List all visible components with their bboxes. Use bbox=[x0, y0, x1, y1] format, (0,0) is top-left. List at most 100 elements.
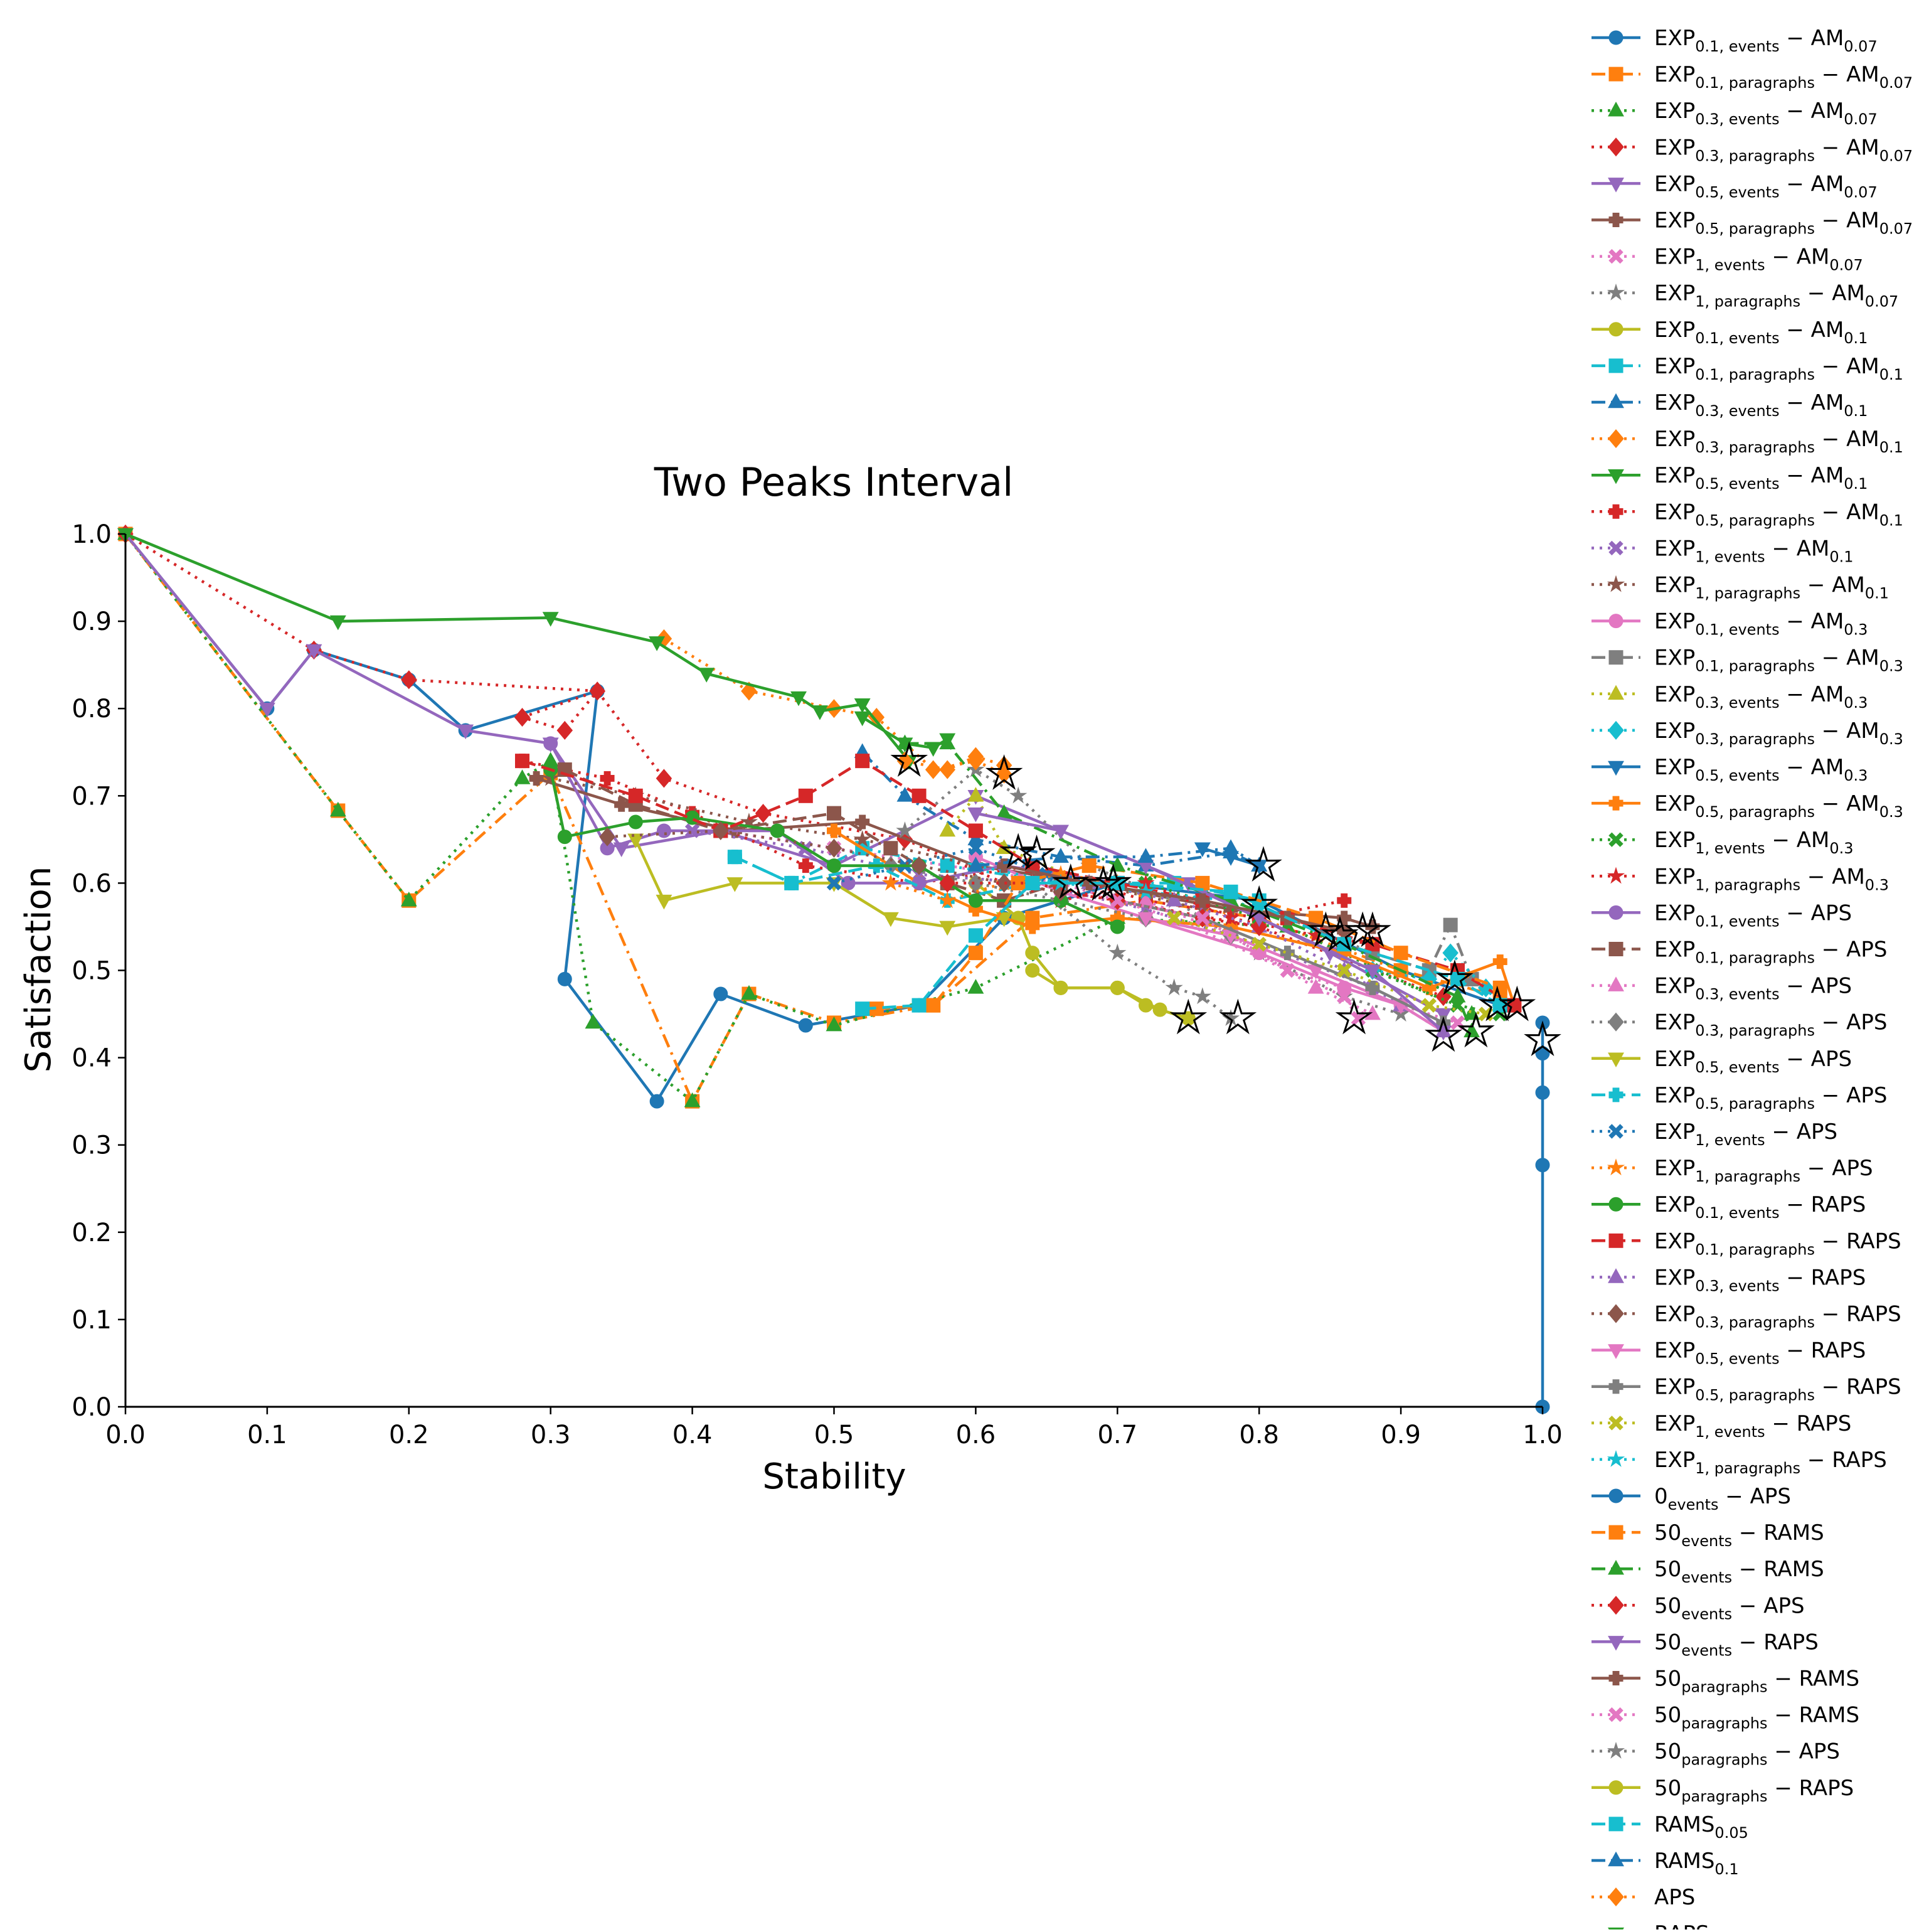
data-point bbox=[827, 806, 841, 821]
data-point bbox=[1280, 946, 1295, 961]
legend-entry: EXP0.5, events − RAPS bbox=[1592, 1338, 1866, 1368]
data-point bbox=[329, 615, 346, 631]
data-point bbox=[1025, 963, 1040, 978]
data-point bbox=[1166, 910, 1182, 926]
legend-entry: EXP0.5, paragraphs − AM0.07 bbox=[1592, 208, 1913, 238]
data-point bbox=[713, 986, 728, 1001]
legend-marker bbox=[1608, 905, 1623, 920]
data-point bbox=[1393, 946, 1408, 961]
data-point bbox=[329, 801, 346, 817]
data-point bbox=[968, 928, 983, 943]
data-point bbox=[1464, 1022, 1480, 1038]
data-point bbox=[926, 998, 941, 1013]
legend-marker bbox=[1608, 1233, 1623, 1248]
legend-entry: RAPS bbox=[1592, 1921, 1709, 1932]
series-50 bbox=[967, 839, 1268, 872]
data-point bbox=[1195, 910, 1210, 926]
legend-entry: EXP0.3, events − AM0.07 bbox=[1592, 99, 1878, 128]
legend-entry: 50paragraphs − APS bbox=[1592, 1739, 1840, 1769]
legend-marker bbox=[1608, 1379, 1623, 1394]
data-point bbox=[939, 760, 955, 779]
y-tick-label: 0.4 bbox=[72, 1044, 112, 1073]
series-2 bbox=[117, 525, 1480, 1107]
data-point bbox=[853, 830, 871, 847]
series-line bbox=[905, 742, 1474, 1032]
data-point bbox=[1110, 893, 1125, 908]
legend-entry: EXP0.3, paragraphs − AM0.3 bbox=[1592, 718, 1903, 748]
data-point bbox=[627, 833, 644, 849]
legend-label: EXP0.3, paragraphs − APS bbox=[1654, 1010, 1887, 1040]
legend-entry: 0events − APS bbox=[1592, 1484, 1791, 1513]
legend-marker bbox=[1607, 1158, 1625, 1176]
data-point bbox=[911, 856, 927, 875]
legend-entry: EXP0.5, events − AM0.1 bbox=[1592, 463, 1868, 493]
legend-entry: EXP0.1, events − AM0.3 bbox=[1592, 609, 1868, 639]
legend-marker bbox=[1608, 1817, 1623, 1832]
legend-marker bbox=[1608, 67, 1623, 82]
data-point bbox=[854, 711, 871, 727]
legend-label: EXP0.3, paragraphs − AM0.07 bbox=[1654, 135, 1913, 164]
legend-marker bbox=[1608, 942, 1623, 956]
legend-entry: EXP0.1, paragraphs − RAPS bbox=[1592, 1229, 1901, 1258]
data-point bbox=[925, 760, 942, 779]
legend-marker bbox=[1608, 720, 1624, 740]
series-line bbox=[549, 742, 1118, 885]
legend-entry: EXP0.3, paragraphs − AM0.1 bbox=[1592, 427, 1903, 456]
legend-marker bbox=[1608, 1851, 1624, 1867]
series-38 bbox=[1166, 910, 1494, 1022]
data-point bbox=[1337, 989, 1352, 1004]
data-point bbox=[784, 875, 799, 890]
data-point bbox=[1223, 839, 1239, 855]
legend-marker bbox=[1608, 1707, 1623, 1722]
data-point bbox=[1025, 875, 1040, 890]
data-point bbox=[1535, 1046, 1550, 1061]
legend-entry: EXP1, paragraphs − AM0.07 bbox=[1592, 281, 1898, 311]
legend-entry: EXP0.5, paragraphs − APS bbox=[1592, 1083, 1887, 1113]
legend-label: EXP1, paragraphs − AM0.07 bbox=[1654, 281, 1898, 311]
data-point bbox=[1137, 848, 1154, 863]
data-point bbox=[827, 858, 841, 873]
data-point bbox=[585, 1013, 602, 1029]
legend-marker bbox=[1608, 1087, 1623, 1102]
legend-entry: EXP0.1, events − APS bbox=[1592, 900, 1852, 930]
x-tick-label: 0.7 bbox=[1097, 1421, 1137, 1449]
legend-label: EXP0.3, events − AM0.1 bbox=[1654, 390, 1868, 420]
data-point bbox=[1223, 884, 1238, 899]
data-point bbox=[854, 698, 871, 713]
legend-marker bbox=[1608, 1012, 1624, 1032]
legend-marker bbox=[1608, 1197, 1623, 1212]
highlight-star bbox=[1457, 1011, 1495, 1048]
x-tick-label: 0.0 bbox=[105, 1421, 146, 1449]
legend-marker bbox=[1608, 1525, 1623, 1540]
legend-label: 0events − APS bbox=[1654, 1484, 1791, 1513]
legend-entry: EXP0.3, paragraphs − RAPS bbox=[1592, 1302, 1901, 1332]
data-point bbox=[649, 1094, 664, 1109]
legend-entry: 50events − RAPS bbox=[1592, 1630, 1819, 1659]
series-52 bbox=[854, 711, 956, 757]
legend-label: EXP0.1, paragraphs − AM0.07 bbox=[1654, 62, 1913, 92]
data-point bbox=[514, 769, 531, 784]
data-point bbox=[968, 841, 984, 856]
data-point bbox=[457, 724, 474, 740]
series-40 bbox=[1535, 1015, 1550, 1414]
legend-label: EXP0.3, paragraphs − AM0.3 bbox=[1654, 718, 1903, 748]
data-point bbox=[939, 873, 955, 893]
data-point bbox=[996, 873, 1012, 893]
legend-entry: EXP1, paragraphs − RAPS bbox=[1592, 1448, 1887, 1477]
data-point bbox=[967, 747, 984, 766]
data-point bbox=[911, 998, 927, 1013]
legend-marker bbox=[1608, 761, 1624, 776]
legend-entry: 50events − APS bbox=[1592, 1593, 1805, 1623]
data-point bbox=[1442, 943, 1459, 963]
legend-label: EXP1, paragraphs − AM0.3 bbox=[1654, 864, 1889, 894]
x-tick-label: 0.4 bbox=[672, 1421, 713, 1449]
highlight-star bbox=[999, 833, 1038, 869]
legend-marker bbox=[1608, 1344, 1624, 1359]
series-line bbox=[125, 532, 910, 762]
data-point bbox=[811, 705, 828, 720]
legend-label: EXP0.5, paragraphs − RAPS bbox=[1654, 1375, 1901, 1404]
data-point bbox=[556, 720, 573, 740]
legend-marker bbox=[1608, 504, 1623, 519]
data-point bbox=[939, 821, 956, 837]
legend-entry: EXP1, events − AM0.3 bbox=[1592, 828, 1854, 857]
